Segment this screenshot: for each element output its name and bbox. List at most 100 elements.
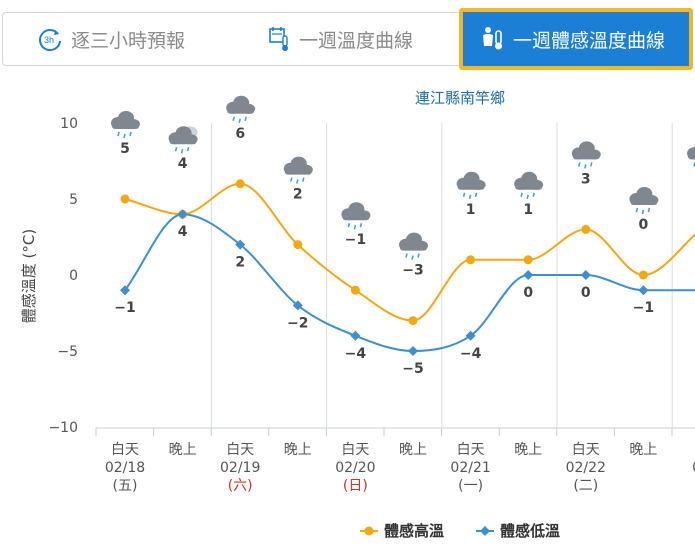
- forecast-tabs: 3h 逐三小時預報 一週溫度曲線 一週體感溫度曲線: [2, 8, 695, 70]
- high-temp-point: [408, 316, 418, 326]
- x-date-label: 02/18: [105, 460, 145, 476]
- cloud-part: [342, 214, 370, 221]
- x-tick-label: 白天 02/22 (二): [566, 442, 606, 494]
- high-temp-point: [120, 194, 130, 204]
- y-tick-label: 10: [60, 116, 78, 132]
- low-temp-label: 4: [178, 224, 188, 240]
- x-date-label: 02: [692, 460, 695, 476]
- x-tick-label: 晚上: [399, 442, 427, 458]
- x-tick-label: 白天 02/18 (五): [105, 442, 145, 494]
- low-temp-label: −4: [460, 346, 482, 362]
- rain-drop: [347, 223, 351, 228]
- chart-legend: 體感高溫 體感低溫: [360, 522, 560, 540]
- legend-marker-diamond: [480, 526, 490, 536]
- low-temp-label: −4: [345, 346, 367, 362]
- rain-cloud-icon: [111, 111, 140, 139]
- x-tick-label: 白天 02/21 (一): [450, 442, 490, 494]
- rain-cloud-icon: [226, 95, 256, 123]
- x-period-label: 晚上: [284, 442, 312, 458]
- cloud-part: [112, 123, 139, 129]
- x-date-label: 02/20: [335, 460, 375, 476]
- x-date-label: 02/22: [566, 460, 606, 476]
- legend-label: 體感低溫: [500, 522, 560, 540]
- x-weekday-label: (日): [343, 478, 368, 494]
- x-period-label: 晚上: [629, 442, 657, 458]
- rain-drop: [635, 207, 639, 213]
- tab-weekly-temperature-label: 一週溫度曲線: [299, 29, 414, 52]
- rain-drop: [123, 133, 126, 139]
- x-period-label: 白天: [111, 442, 139, 458]
- x-period-label: 晚上: [399, 442, 427, 458]
- x-period-label: 白天: [341, 442, 369, 458]
- high-temp-label: 4: [178, 156, 188, 172]
- y-tick-label: 0: [69, 268, 78, 284]
- rain-drop: [296, 179, 299, 184]
- rain-drop: [405, 253, 408, 258]
- x-tick-label: 晚上: [169, 442, 197, 458]
- x-weekday-label: (一): [458, 478, 483, 494]
- chart-title: 連江縣南竿鄉: [415, 89, 505, 107]
- low-temp-point: [292, 300, 303, 311]
- tab-weekly-apparent-label: 一週體感溫度曲線: [513, 29, 666, 52]
- rain-drop: [290, 177, 293, 182]
- cloud-part: [457, 183, 485, 190]
- high-temp-point: [466, 255, 476, 265]
- high-temp-label: −3: [402, 263, 423, 279]
- high-temp-label: 1: [466, 202, 476, 218]
- cloud-part: [572, 153, 600, 160]
- y-tick-label: 5: [69, 192, 78, 208]
- legend-label: 體感高溫: [384, 522, 444, 540]
- rain-drop: [129, 131, 132, 137]
- tab-weekly-temperature[interactable]: 一週溫度曲線: [231, 12, 460, 66]
- cloud-part: [284, 168, 312, 175]
- low-temp-point: [580, 270, 591, 280]
- high-temp-label: 5: [120, 141, 130, 157]
- legend-marker-circle: [364, 526, 374, 536]
- tab-weekly-apparent-temperature[interactable]: 一週體感溫度曲線: [459, 8, 693, 70]
- high-temp-label: 3: [581, 171, 591, 187]
- rain-drop: [417, 253, 420, 258]
- y-axis-title: 體感溫度 (°C): [20, 229, 38, 323]
- x-tick-label: 晚上: [514, 442, 542, 458]
- high-temp-label: 0: [639, 217, 649, 233]
- rain-cloud-icon: [687, 145, 695, 167]
- low-temp-point: [235, 239, 246, 250]
- high-temp-line: [124, 182, 695, 322]
- rain-drop: [244, 116, 247, 121]
- rain-drop: [302, 177, 305, 182]
- x-tick-label: 晚上: [629, 442, 657, 458]
- rain-cloud-icon: [571, 141, 601, 169]
- rain-drop: [359, 223, 363, 228]
- rain-drop: [641, 209, 645, 215]
- high-temp-point: [581, 224, 591, 234]
- low-temp-label: −2: [287, 315, 308, 331]
- high-temp-label: 6: [235, 126, 245, 142]
- x-weekday-label: (五): [113, 478, 138, 494]
- rain-cloud-icon: [283, 156, 313, 184]
- rain-drop: [526, 194, 529, 199]
- tab-three-hour-label: 逐三小時預報: [71, 29, 186, 52]
- low-temp-label: −5: [402, 361, 423, 377]
- low-temp-point: [120, 285, 130, 296]
- high-temp-label: 1: [523, 202, 533, 218]
- rain-drop: [474, 192, 478, 197]
- low-temp-point: [638, 285, 649, 296]
- cloud-part: [630, 199, 658, 205]
- low-temp-label: 0: [523, 285, 533, 301]
- person-thermometer-icon: [481, 26, 505, 52]
- rain-cloud-icon: [341, 202, 371, 230]
- cloud-part: [227, 107, 255, 114]
- x-tick-label: 白天 02/20 (日): [335, 442, 375, 494]
- rain-drop: [520, 192, 523, 197]
- rain-drop: [232, 116, 235, 121]
- rain-drop: [468, 194, 472, 199]
- rain-drop: [584, 164, 587, 169]
- cloud-part: [688, 153, 695, 160]
- low-temp-label: −1: [114, 300, 135, 316]
- high-temp-point: [523, 255, 533, 265]
- x-period-label: 白天: [572, 442, 600, 458]
- partly-cloudy-rain-icon: [168, 126, 198, 154]
- rain-drop: [180, 149, 184, 154]
- rain-drop: [186, 147, 190, 152]
- tab-three-hour-forecast[interactable]: 3h 逐三小時預報: [2, 12, 232, 66]
